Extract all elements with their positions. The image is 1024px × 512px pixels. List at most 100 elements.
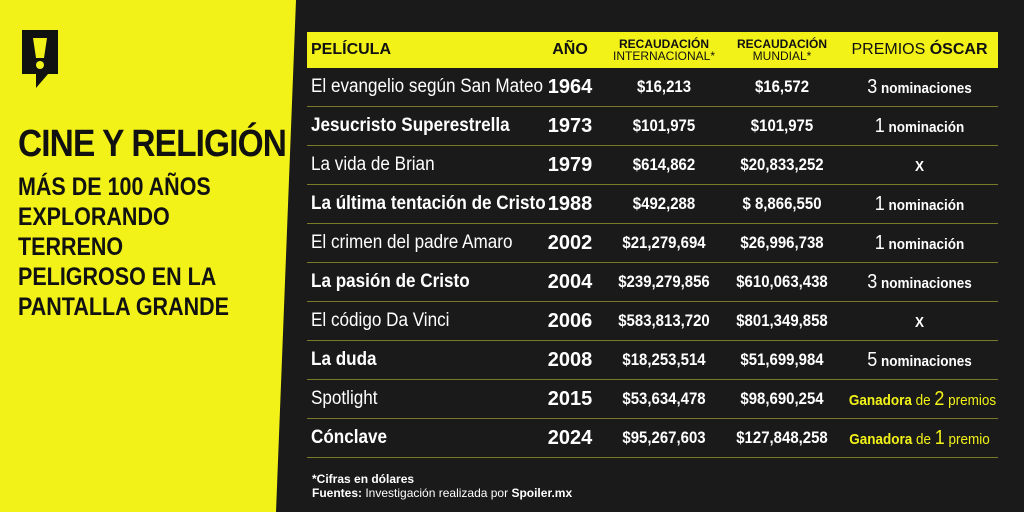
film-year: 2015 <box>547 387 593 410</box>
award-text: nominación <box>884 196 965 214</box>
sources-site: Spoiler.mx <box>511 486 573 500</box>
award-text: nominación <box>884 235 965 253</box>
world-gross: $101,975 <box>750 116 814 135</box>
award-win: Ganadora <box>848 391 912 409</box>
oscar-awards: Ganadora de 2 premios <box>848 387 996 411</box>
film-title: Jesucristo Superestrella <box>311 115 510 136</box>
intl-gross: $583,813,720 <box>618 311 710 330</box>
film-title: La duda <box>311 349 377 370</box>
award-num: 3 <box>867 270 878 293</box>
award-de: de <box>911 391 935 409</box>
intl-gross: $95,267,603 <box>622 428 706 447</box>
table-row: La duda 2008 $18,253,514 $51,699,984 5 nomin… <box>307 341 998 380</box>
oscar-awards: 1 nominación <box>849 115 990 138</box>
award-text: X <box>914 157 924 175</box>
award-num: 1 <box>874 114 885 137</box>
intl-gross: $239,279,856 <box>618 272 710 291</box>
film-year: 1979 <box>547 153 593 176</box>
world-gross: $98,690,254 <box>740 389 824 408</box>
films-table: PELÍCULA AÑO RECAUDACIÓN INTERNACIONAL* … <box>307 32 998 458</box>
film-title: La vida de Brian <box>311 154 435 175</box>
film-year: 2008 <box>547 348 593 371</box>
table-row: La vida de Brian 1979 $614,862 $20,833,252 X <box>307 146 998 185</box>
world-gross: $610,063,438 <box>736 272 828 291</box>
header-film: PELÍCULA <box>311 41 391 58</box>
header-year: AÑO <box>552 41 588 58</box>
table-row: El código Da Vinci 2006 $583,813,720 $801,3… <box>307 302 998 341</box>
film-year: 2006 <box>547 309 593 332</box>
film-year: 1988 <box>547 192 593 215</box>
film-year: 2004 <box>547 270 593 293</box>
film-title: El evangelio según San Mateo <box>311 76 543 97</box>
sources-label: Fuentes: <box>312 486 363 500</box>
award-num: 1 <box>934 426 945 449</box>
intl-gross: $492,288 <box>632 194 696 213</box>
film-title: Spotlight <box>311 388 378 409</box>
award-de: de <box>912 430 935 448</box>
award-text: nominaciones <box>877 352 972 370</box>
header-intl: RECAUDACIÓN INTERNACIONAL* <box>605 38 723 62</box>
film-title: La pasión de Cristo <box>311 271 470 292</box>
table-body: El evangelio según San Mateo 1964 $16,213 $… <box>307 68 998 458</box>
header-intl-top: RECAUDACIÓN <box>619 37 709 51</box>
award-text: premios <box>944 391 997 409</box>
title-panel: CINE Y RELIGIÓN MÁS DE 100 AÑOS EXPLORAN… <box>0 0 296 512</box>
award-text: nominaciones <box>877 79 972 97</box>
film-year: 1973 <box>547 114 593 137</box>
page-title: CINE Y RELIGIÓN <box>18 123 287 165</box>
table-header: PELÍCULA AÑO RECAUDACIÓN INTERNACIONAL* … <box>307 32 998 68</box>
award-text: nominación <box>884 118 965 136</box>
intl-gross: $21,279,694 <box>622 233 706 252</box>
table-row: El crimen del padre Amaro 2002 $21,279,694… <box>307 224 998 263</box>
oscar-awards: Ganadora de 1 premio <box>849 427 990 450</box>
oscar-awards: X <box>849 310 990 333</box>
film-year: 2024 <box>547 426 593 449</box>
film-title: El crimen del padre Amaro <box>311 232 513 253</box>
footnote-currency: *Cifras en dólares <box>312 472 415 486</box>
award-num: 3 <box>867 75 878 98</box>
world-gross: $20,833,252 <box>740 155 824 174</box>
oscar-awards: 1 nominación <box>849 232 990 255</box>
page-subtitle: MÁS DE 100 AÑOS EXPLORANDO TERRENO PELIG… <box>18 173 230 321</box>
award-num: 5 <box>867 348 878 371</box>
table-row: La última tentación de Cristo 1988 $492,28… <box>307 185 998 224</box>
table-row: Spotlight 2015 $53,634,478 $98,690,254 Ganad… <box>307 380 998 419</box>
footnote-sources: Fuentes: Investigación realizada por Spo… <box>312 486 572 500</box>
table-row: El evangelio según San Mateo 1964 $16,213 $… <box>307 68 998 107</box>
award-win: Ganadora <box>849 430 913 448</box>
spoiler-exclamation-logo-icon <box>22 30 58 88</box>
world-gross: $26,996,738 <box>740 233 824 252</box>
film-title: El código Da Vinci <box>311 310 450 331</box>
footnote: *Cifras en dólares Fuentes: Investigació… <box>312 472 572 500</box>
award-text: premio <box>944 430 990 448</box>
intl-gross: $614,862 <box>632 155 696 174</box>
oscar-awards: 1 nominación <box>849 193 990 216</box>
award-num: 1 <box>874 231 885 254</box>
oscar-awards: 3 nominaciones <box>849 271 990 294</box>
intl-gross: $16,213 <box>636 77 692 96</box>
header-oscar: PREMIOS ÓSCAR <box>841 41 998 59</box>
header-oscar-a: PREMIOS <box>851 41 930 58</box>
oscar-awards: 3 nominaciones <box>849 76 990 99</box>
intl-gross: $53,634,478 <box>622 389 706 408</box>
world-gross: $ 8,866,550 <box>742 194 822 213</box>
table-row: Cónclave 2024 $95,267,603 $127,848,258 Ganad… <box>307 419 998 458</box>
header-oscar-b: ÓSCAR <box>929 41 988 58</box>
header-world-sub: MUNDIAL* <box>752 49 812 63</box>
intl-gross: $18,253,514 <box>622 350 706 369</box>
award-num: 2 <box>934 387 945 410</box>
award-text: X <box>914 313 924 331</box>
world-gross: $16,572 <box>754 77 810 96</box>
film-title: Cónclave <box>311 427 388 448</box>
sources-text: Investigación realizada por <box>362 486 512 500</box>
oscar-awards: X <box>849 154 990 177</box>
table-row: Jesucristo Superestrella 1973 $101,975 $101… <box>307 107 998 146</box>
world-gross: $51,699,984 <box>740 350 824 369</box>
award-num: 1 <box>874 192 885 215</box>
world-gross: $801,349,858 <box>736 311 828 330</box>
intl-gross: $101,975 <box>632 116 696 135</box>
award-text: nominaciones <box>877 274 972 292</box>
film-title: La última tentación de Cristo <box>311 193 546 214</box>
header-intl-sub: INTERNACIONAL* <box>612 49 716 63</box>
oscar-awards: 5 nominaciones <box>849 349 990 372</box>
